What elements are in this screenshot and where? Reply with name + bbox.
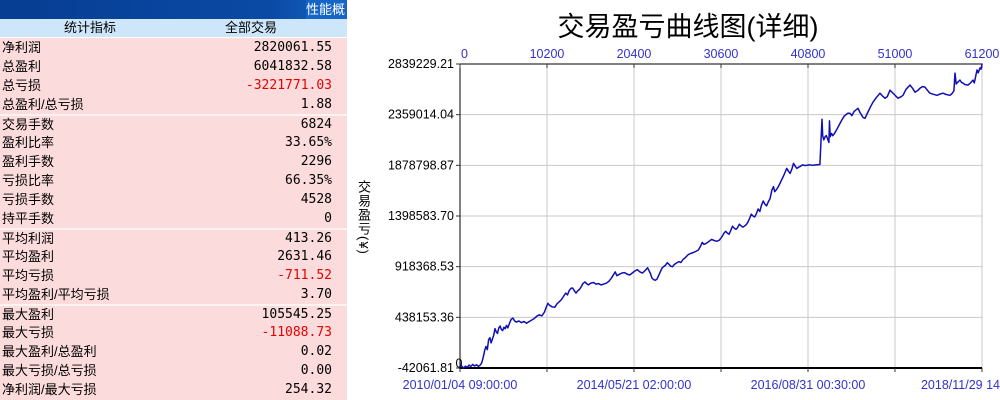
table-row[interactable]: 平均亏损 -711.52 [0, 266, 347, 285]
table-row[interactable]: 亏损手数 4528 [0, 190, 347, 209]
row-value: 66.35% [285, 173, 332, 188]
row-label: 最大盈利 [2, 307, 55, 322]
row-value: 6824 [300, 117, 332, 132]
row-label: 最大亏损 [2, 325, 55, 340]
pnl-curve [459, 63, 983, 369]
statistics-panel: 性能概 统计指标 全部交易 净利润 2820061.55 总盈利 6041832.58… [0, 0, 347, 400]
row-value: 1.88 [300, 97, 332, 112]
row-label: 亏损手数 [2, 192, 55, 207]
table-row[interactable]: 亏损比率 66.35% [0, 171, 347, 190]
bottom-axis-date-label: 2014/05/21 02:00:00 [577, 378, 692, 392]
top-axis-tick-label: 20400 [617, 47, 652, 61]
row-label: 总盈利/总亏损 [2, 97, 84, 112]
row-value: 4528 [300, 192, 332, 207]
table-row[interactable]: 净利润 2820061.55 [0, 38, 347, 57]
row-label: 交易手数 [2, 117, 55, 132]
row-value: 6041832.58 [253, 59, 332, 74]
top-axis-tick-label: 61200 [965, 47, 1000, 61]
row-value: 2820061.55 [253, 40, 332, 55]
y-axis-tick-label: 438153.36 [395, 310, 454, 324]
row-label: 平均盈利/平均亏损 [2, 287, 110, 302]
table-row[interactable]: 最大亏损 -11088.73 [0, 323, 347, 342]
row-value: -11088.73 [261, 325, 332, 340]
table-row[interactable]: 总盈利 6041832.58 [0, 57, 347, 76]
panel-titlebar: 性能概 [0, 0, 347, 19]
y-axis-title: 交易盈亏(¥) [356, 180, 371, 255]
table-row[interactable]: 交易手数 6824 [0, 114, 347, 133]
table-row[interactable]: 净利润/最大亏损 254.32 [0, 380, 347, 399]
y-axis-tick-label: 1398583.70 [388, 209, 454, 223]
table-row[interactable]: 平均盈利 2631.46 [0, 247, 347, 266]
top-axis-tick-label: 30600 [704, 47, 739, 61]
row-label: 净利润/最大亏损 [2, 382, 97, 397]
row-label: 最大亏损/总亏损 [2, 363, 97, 378]
bottom-axis-date-label: 2018/11/29 14 [921, 378, 1000, 392]
table-row[interactable]: 最大亏损/总亏损 0.00 [0, 361, 347, 380]
column-header-indicator[interactable]: 统计指标 [63, 20, 116, 35]
y-axis-tick-label: 918368.53 [395, 260, 454, 274]
top-axis-tick-label: 40800 [791, 47, 826, 61]
table-row[interactable]: 最大盈利/总盈利 0.02 [0, 342, 347, 361]
bottom-axis-date-label: 2010/01/04 09:00:00 [403, 378, 518, 392]
table-row[interactable]: 盈利手数 2296 [0, 152, 347, 171]
column-header-all-trades[interactable]: 全部交易 [224, 20, 277, 35]
statistics-rows: 净利润 2820061.55 总盈利 6041832.58 总亏损 -3221771.03… [0, 38, 347, 399]
panel-titlebar-tab[interactable]: 性能概 [306, 0, 347, 19]
row-label: 最大盈利/总盈利 [2, 344, 97, 359]
top-axis-tick-label: 51000 [878, 47, 913, 61]
y-axis-tick-label: 1878798.87 [388, 158, 454, 172]
y-axis-tick-label: -42061.81 [398, 361, 454, 375]
row-label: 平均利润 [2, 231, 55, 246]
row-label: 净利润 [2, 40, 42, 55]
row-label: 平均亏损 [2, 268, 55, 283]
row-value: 2296 [300, 154, 332, 169]
y-axis-tick-label: 2839229.21 [388, 57, 454, 71]
row-value: 33.65% [285, 135, 332, 150]
table-row[interactable]: 盈利比率 33.65% [0, 133, 347, 152]
table-row[interactable]: 平均利润 413.26 [0, 228, 347, 247]
y-axis-tick-label: 2359014.04 [388, 108, 454, 122]
row-label: 总亏损 [2, 78, 42, 93]
table-row[interactable]: 平均盈利/平均亏损 3.70 [0, 285, 347, 304]
row-label: 持平手数 [2, 211, 55, 226]
row-value: -3221771.03 [245, 78, 332, 93]
table-header-row: 统计指标 全部交易 [0, 19, 347, 38]
row-label: 总盈利 [2, 59, 42, 74]
row-value: 254.32 [285, 382, 332, 397]
row-label: 盈利手数 [2, 154, 55, 169]
row-value: 413.26 [285, 231, 332, 246]
zero-reference-label: 0 [456, 357, 463, 371]
chart-title: 交易盈亏曲线图(详细) [557, 12, 819, 42]
table-row[interactable]: 持平手数 0 [0, 209, 347, 228]
bottom-axis-date-label: 2016/08/31 00:30:00 [751, 378, 866, 392]
row-value: 2631.46 [277, 249, 332, 264]
row-label: 盈利比率 [2, 135, 55, 150]
row-value: 0.02 [300, 344, 332, 359]
top-axis-tick-label: 10200 [530, 47, 565, 61]
row-label: 亏损比率 [2, 173, 55, 188]
row-value: 105545.25 [261, 307, 332, 322]
row-value: 0 [324, 211, 332, 226]
row-label: 平均盈利 [2, 249, 55, 264]
table-row[interactable]: 总亏损 -3221771.03 [0, 76, 347, 95]
table-row[interactable]: 总盈利/总亏损 1.88 [0, 95, 347, 114]
row-value: -711.52 [277, 268, 332, 283]
row-value: 0.00 [300, 363, 332, 378]
row-value: 3.70 [300, 287, 332, 302]
table-row[interactable]: 最大盈利 105545.25 [0, 304, 347, 323]
top-axis-tick-label: 0 [461, 47, 468, 61]
